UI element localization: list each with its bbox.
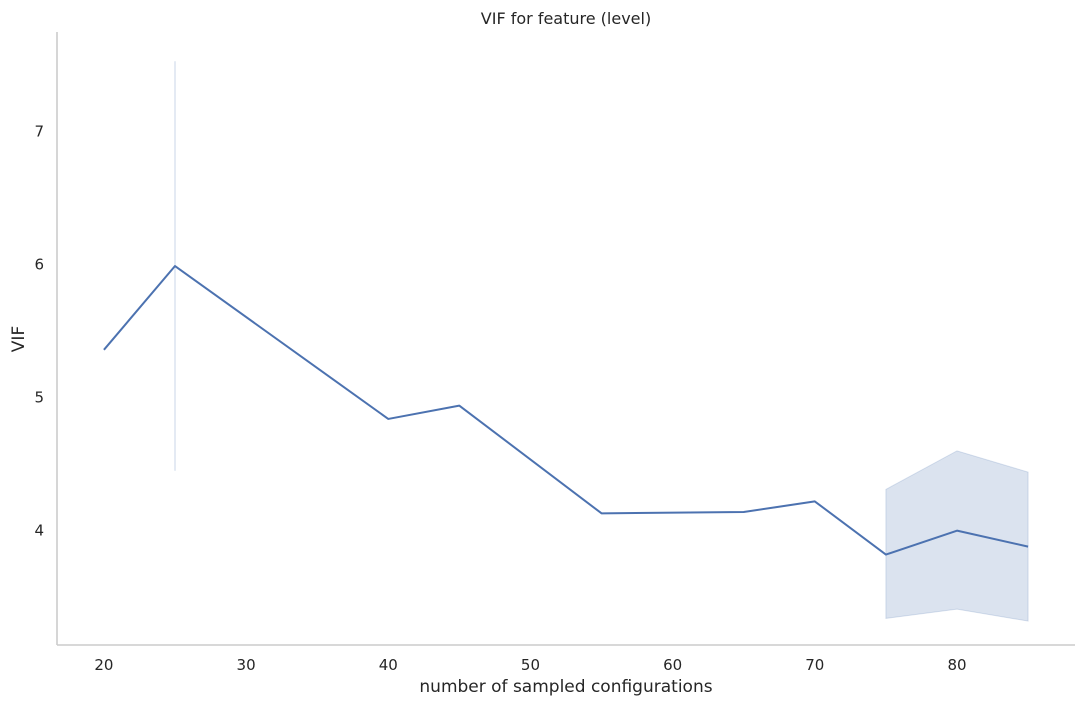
y-axis-label: VIF [9, 326, 29, 352]
x-tick-label: 20 [94, 656, 113, 674]
y-tick-label: 6 [34, 256, 44, 274]
confidence-bands [174, 61, 1029, 622]
x-tick-label: 30 [237, 656, 256, 674]
x-axis-label: number of sampled configurations [419, 677, 712, 697]
x-tick-label: 40 [379, 656, 398, 674]
confidence-band [885, 450, 1029, 622]
y-tick-label: 5 [34, 389, 44, 407]
y-tick-labels: 4 5 6 7 [34, 123, 44, 540]
y-tick-label: 7 [34, 123, 44, 141]
x-tick-labels: 20 30 40 50 60 70 80 [94, 656, 966, 674]
x-tick-label: 70 [805, 656, 824, 674]
x-tick-label: 60 [663, 656, 682, 674]
x-tick-label: 50 [521, 656, 540, 674]
series-lines [103, 265, 1029, 556]
chart-title: VIF for feature (level) [481, 9, 651, 28]
y-tick-label: 4 [34, 522, 44, 540]
x-tick-label: 80 [947, 656, 966, 674]
series-line [103, 265, 1029, 556]
